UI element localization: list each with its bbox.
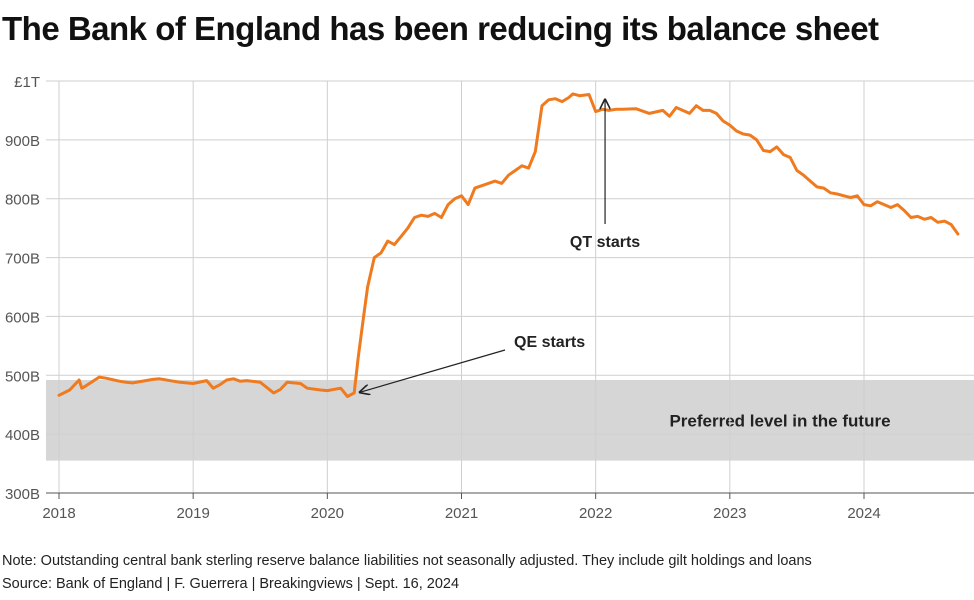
qe-arrow (360, 349, 506, 392)
qt-label: QT starts (570, 234, 640, 251)
axis-layer: 300B 400B 500B 600B 700B 800B 900B £1T 2018 2019 2… (5, 74, 974, 522)
x-tick-label: 2024 (847, 505, 880, 522)
line-layer (57, 92, 960, 398)
chart-source: Source: Bank of England | F. Guerrera | … (2, 576, 460, 592)
y-tick-label: 800B (5, 192, 40, 209)
y-tick-label: 700B (5, 251, 40, 268)
x-tick-label: 2020 (311, 505, 344, 522)
y-tick-label: 600B (5, 309, 40, 326)
y-tick-label: 300B (5, 486, 40, 503)
series-line (57, 92, 960, 398)
x-tick-label: 2021 (445, 505, 478, 522)
chart-note: Note: Outstanding central bank sterling … (2, 553, 812, 569)
y-tick-label: 400B (5, 427, 40, 444)
x-tick-label: 2023 (713, 505, 746, 522)
grid-layer (46, 80, 974, 494)
band-label: Preferred level in the future (669, 411, 890, 430)
x-tick-label: 2022 (579, 505, 612, 522)
band-layer: Preferred level in the future (46, 379, 974, 461)
y-tick-label: £1T (14, 74, 40, 91)
annotation-layer: QE starts QT starts (360, 100, 640, 393)
y-tick-label: 500B (5, 368, 40, 385)
y-tick-label: 900B (5, 133, 40, 150)
preferred-level-band (46, 379, 974, 461)
qe-label: QE starts (514, 334, 585, 351)
chart-title: The Bank of England has been reducing it… (2, 10, 879, 47)
x-tick-label: 2019 (176, 505, 209, 522)
x-tick-label: 2018 (42, 505, 75, 522)
